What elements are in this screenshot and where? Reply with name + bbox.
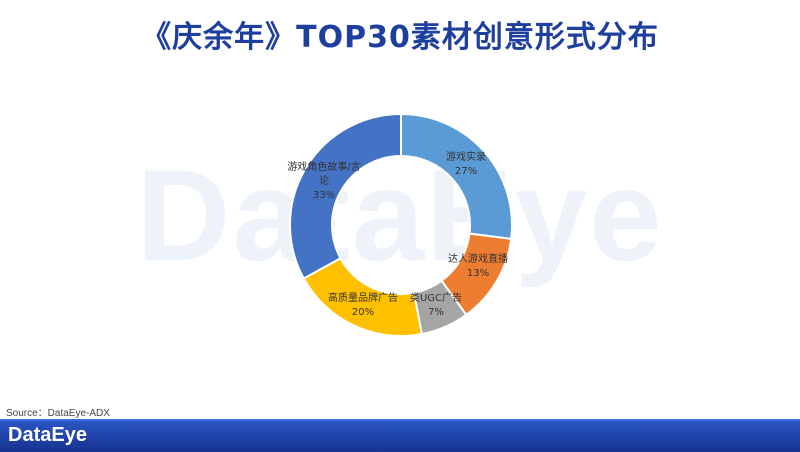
slice-label: 达人游戏直播 13%: [448, 252, 508, 279]
footer-bar: DataEye: [0, 419, 800, 452]
donut-slice: [289, 112, 402, 280]
watermark: DataEye: [136, 142, 664, 288]
source-note: Source：DataEye-ADX: [6, 408, 110, 419]
chart-title: 《庆余年》TOP30素材创意形式分布: [141, 20, 659, 55]
slice-label: 高质量品牌广告 20%: [328, 291, 398, 318]
slice-label: 类UGC广告 7%: [410, 291, 462, 318]
slice-label: 游戏角色故事/言论 33%: [287, 160, 360, 201]
slice-label: 游戏实录 27%: [446, 150, 486, 177]
donut-slice: [400, 112, 513, 241]
footer-brand-logo: DataEye: [8, 424, 87, 446]
